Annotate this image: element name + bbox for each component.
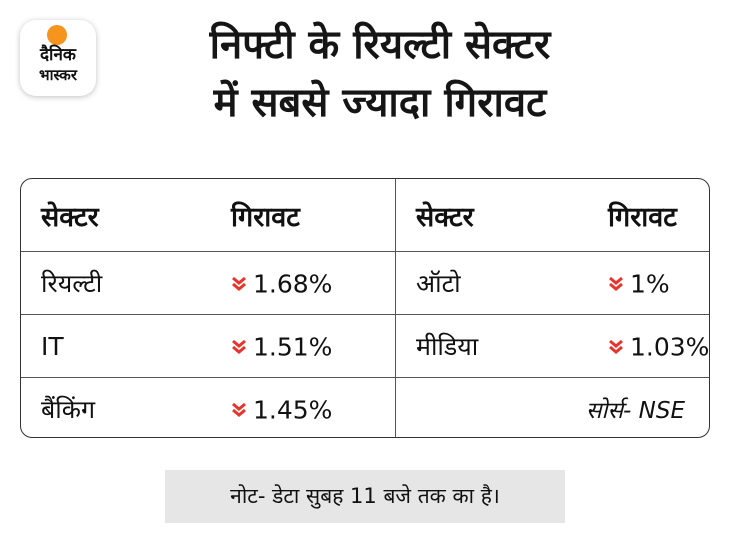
logo-text-line1: दैनिक xyxy=(40,45,76,65)
decline-cell: 1% xyxy=(588,251,709,315)
sun-icon xyxy=(47,25,67,45)
brand-logo: दैनिक भास्कर xyxy=(20,20,96,96)
double-chevron-down-icon xyxy=(609,339,623,354)
title-line2: में सबसे ज्यादा गिरावट xyxy=(213,80,547,126)
table-row: IT 1.51% मीडिया 1.03% xyxy=(21,314,710,378)
logo-text-line2: भास्कर xyxy=(39,66,77,84)
sector-name: बैंकिंग xyxy=(21,377,211,437)
sector-name: IT xyxy=(21,314,211,378)
footnote: नोट- डेटा सुबह 11 बजे तक का है। xyxy=(165,470,565,523)
decline-cell: 1.03% xyxy=(588,314,710,378)
sector-decline-table: सेक्टर गिरावट सेक्टर गिरावट रियल्टी 1.68… xyxy=(20,178,710,438)
header-sector-right: सेक्टर xyxy=(416,201,474,233)
table-row: रियल्टी 1.68% ऑटो 1% xyxy=(21,251,709,315)
header-decline-right: गिरावट xyxy=(608,201,677,233)
header-sector-left: सेक्टर xyxy=(41,201,99,233)
table-header-row: सेक्टर गिरावट सेक्टर गिरावट xyxy=(21,179,709,252)
decline-value: 1.68% xyxy=(253,269,333,299)
sector-name: ऑटो xyxy=(395,251,588,315)
decline-value: 1.45% xyxy=(253,395,333,425)
decline-cell: 1.45% xyxy=(211,377,396,437)
double-chevron-down-icon xyxy=(232,339,246,354)
page-title: निफ्टी के रियल्टी सेक्टर में सबसे ज्यादा… xyxy=(120,16,640,132)
double-chevron-down-icon xyxy=(232,276,246,291)
source-label: सोर्स- NSE xyxy=(395,377,709,437)
decline-value: 1.03% xyxy=(630,332,710,362)
double-chevron-down-icon xyxy=(232,402,246,417)
sector-name: मीडिया xyxy=(395,314,588,378)
table-row: बैंकिंग 1.45% सोर्स- NSE xyxy=(21,377,709,437)
double-chevron-down-icon xyxy=(609,276,623,291)
decline-value: 1% xyxy=(630,269,670,299)
title-line1: निफ्टी के रियल्टी सेक्टर xyxy=(209,22,551,68)
decline-value: 1.51% xyxy=(253,332,333,362)
sector-name: रियल्टी xyxy=(21,251,211,315)
decline-cell: 1.68% xyxy=(211,251,396,315)
decline-cell: 1.51% xyxy=(211,314,396,378)
header-decline-left: गिरावट xyxy=(211,179,396,252)
